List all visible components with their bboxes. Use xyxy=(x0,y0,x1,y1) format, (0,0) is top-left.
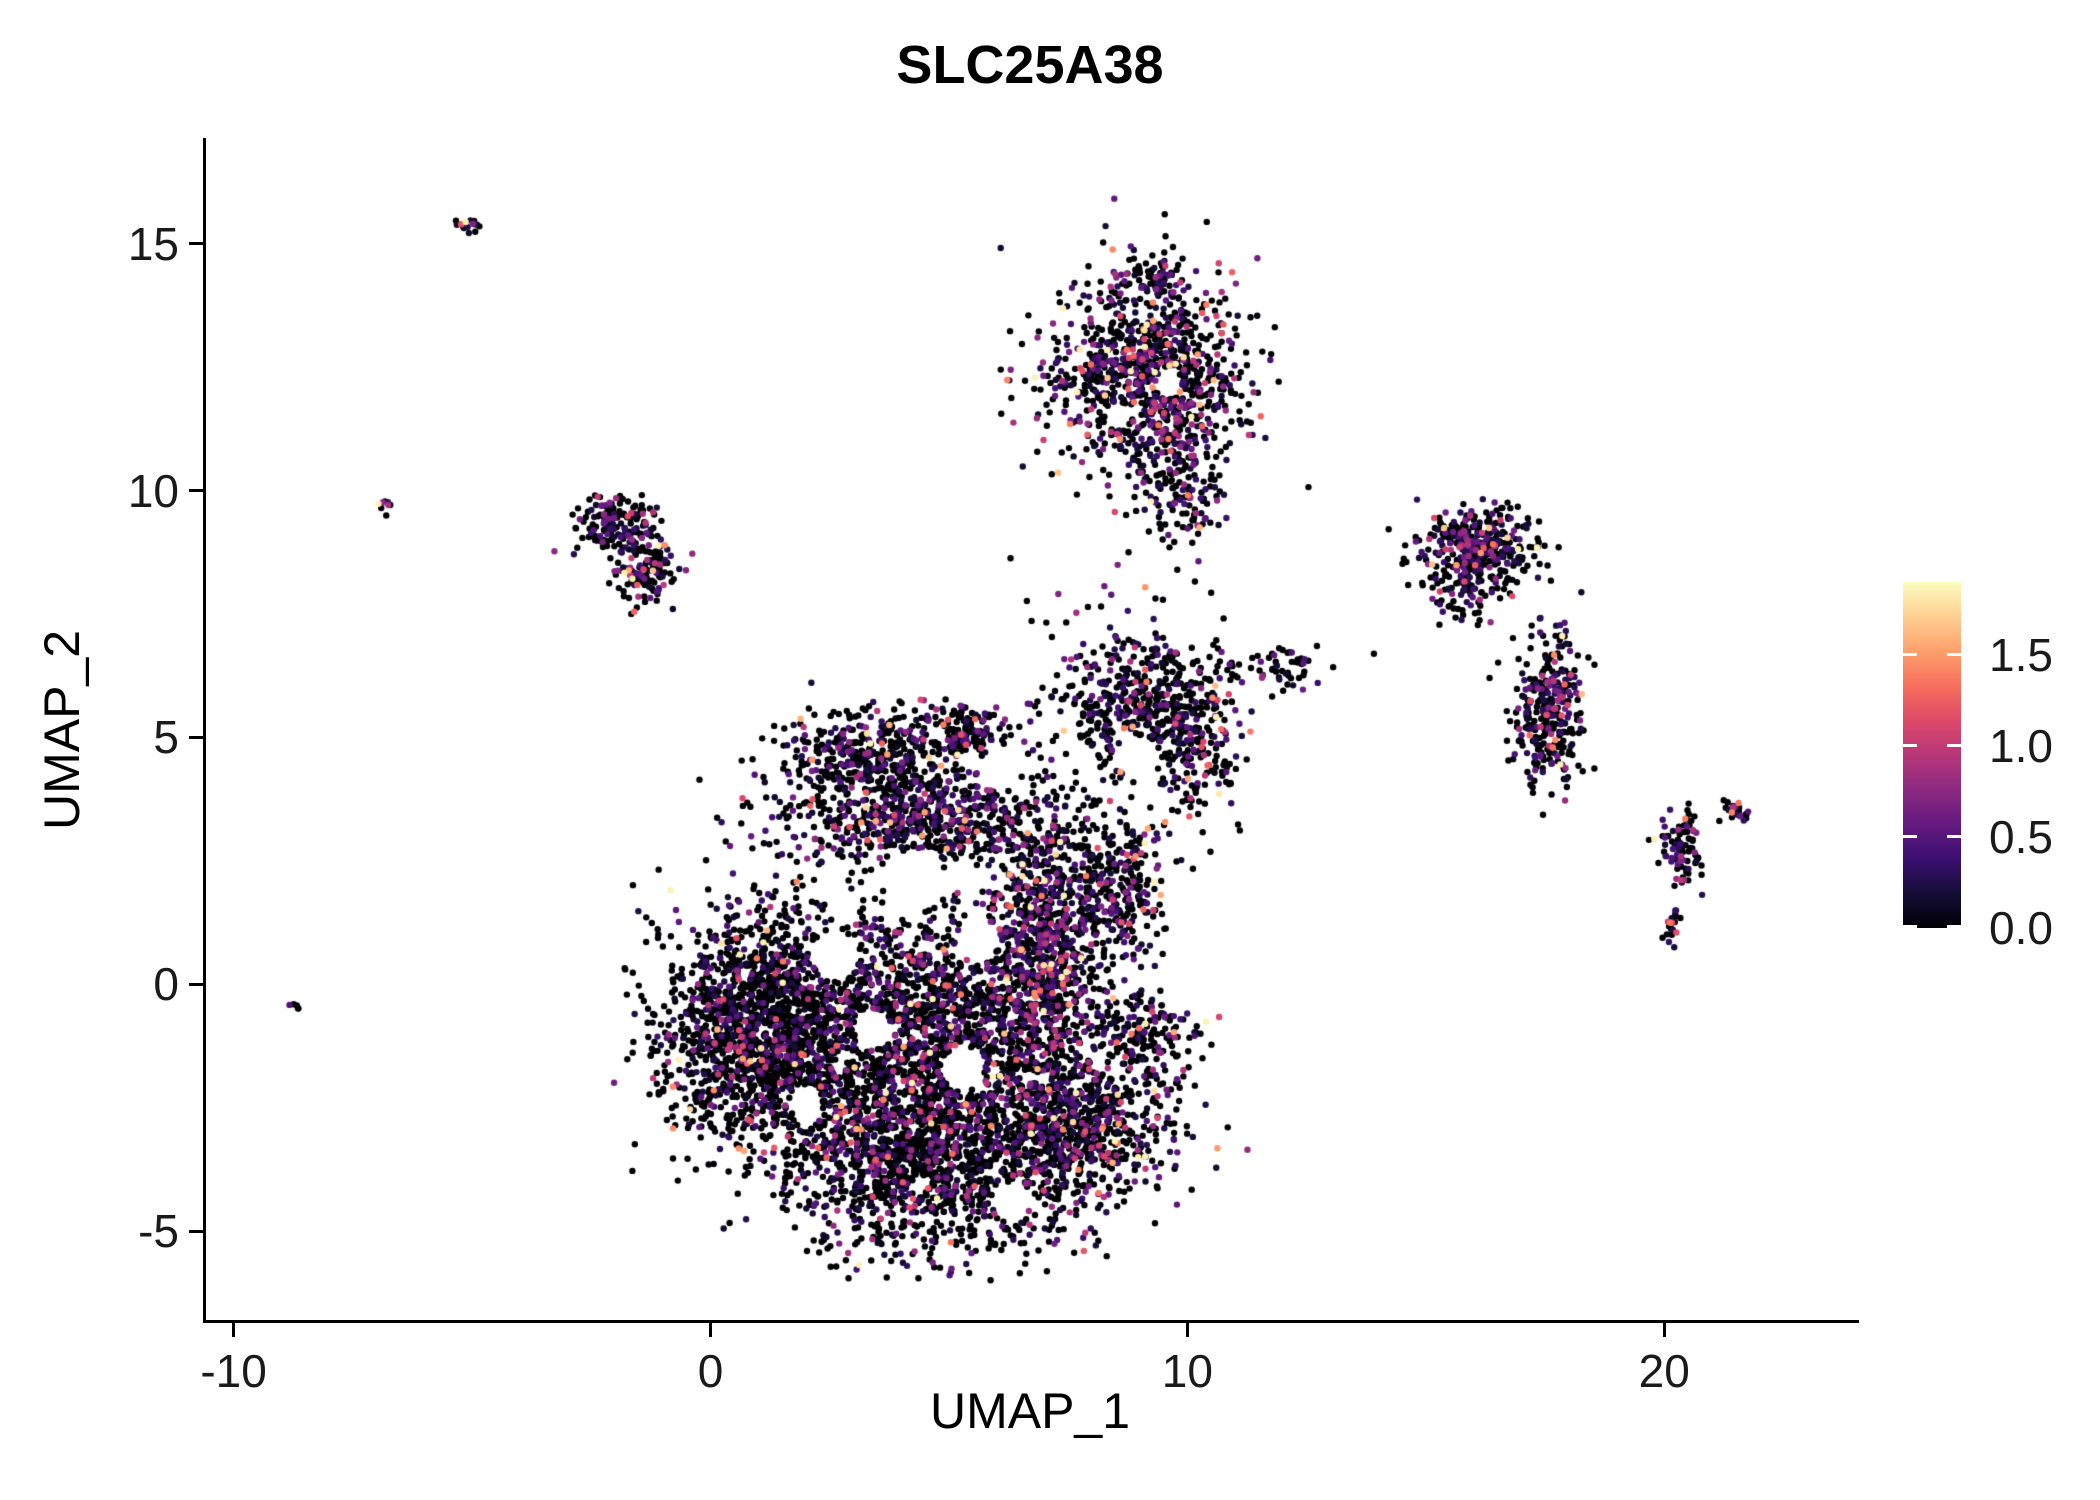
x-tick-mark xyxy=(1662,1323,1666,1337)
y-axis-line xyxy=(203,138,206,1323)
colorbar-tick-label: 0.5 xyxy=(1989,810,2053,863)
y-tick-mark xyxy=(189,982,203,986)
x-tick-mark xyxy=(1185,1323,1189,1337)
y-tick-mark xyxy=(189,1229,203,1233)
y-tick-label: 5 xyxy=(153,711,179,764)
x-tick-label: 0 xyxy=(697,1345,724,1397)
y-tick-label: 10 xyxy=(127,464,179,517)
colorbar-tick-mark xyxy=(1947,653,1961,657)
x-tick-label: 10 xyxy=(1161,1345,1213,1397)
y-tick-label: 0 xyxy=(153,958,179,1011)
colorbar-tick-mark xyxy=(1903,744,1917,748)
plot-title: SLC25A38 xyxy=(896,35,1164,95)
y-tick-label: -5 xyxy=(138,1205,179,1258)
x-tick-mark xyxy=(708,1323,712,1337)
colorbar-tick-label: 0.0 xyxy=(1989,902,2053,954)
x-axis-line xyxy=(203,1320,1859,1323)
colorbar-tick-mark xyxy=(1947,744,1961,748)
colorbar-tick-mark xyxy=(1903,653,1917,657)
y-tick-mark xyxy=(189,489,203,493)
y-tick-mark xyxy=(189,242,203,246)
colorbar-tick-label: 1.0 xyxy=(1989,719,2053,772)
x-tick-label: 20 xyxy=(1638,1345,1690,1397)
x-tick-mark xyxy=(232,1323,236,1337)
y-tick-label: 15 xyxy=(127,217,179,270)
colorbar xyxy=(1903,582,1961,928)
colorbar-tick-mark xyxy=(1947,925,1961,928)
colorbar-tick-mark xyxy=(1903,925,1917,928)
y-tick-mark xyxy=(189,735,203,739)
colorbar-tick-mark xyxy=(1947,835,1961,839)
x-tick-label: -10 xyxy=(200,1345,267,1397)
colorbar-tick-mark xyxy=(1903,835,1917,839)
colorbar-gradient xyxy=(1903,582,1961,928)
colorbar-tick-label: 1.5 xyxy=(1989,628,2053,681)
x-axis-label: UMAP_1 xyxy=(929,1383,1131,1439)
